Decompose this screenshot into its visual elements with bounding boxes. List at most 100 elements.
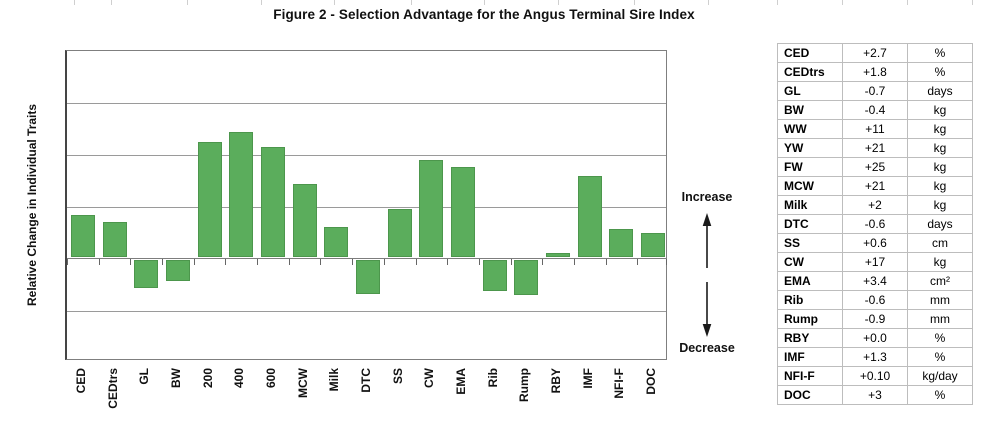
bar-NFI-F bbox=[609, 228, 634, 257]
x-tick-label-DOC: DOC bbox=[644, 368, 659, 395]
trait-cell: MCW bbox=[777, 176, 843, 196]
unit-cell: kg bbox=[907, 157, 973, 177]
table-row-FW: FW +25 kg bbox=[777, 157, 973, 177]
table-row-SS: SS +0.6 cm bbox=[777, 233, 973, 253]
unit-cell: % bbox=[907, 347, 973, 367]
table-row-Rib: Rib -0.6 mm bbox=[777, 290, 973, 310]
trait-cell: FW bbox=[777, 157, 843, 177]
bar-Milk bbox=[324, 227, 349, 257]
x-tick-label-Rib: Rib bbox=[485, 368, 500, 388]
value-cell: -0.7 bbox=[842, 81, 908, 101]
value-cell: +3 bbox=[842, 385, 908, 405]
table-row-YW: YW +21 kg bbox=[777, 138, 973, 158]
ruler-tick bbox=[74, 0, 75, 5]
x-tick-label-EMA: EMA bbox=[454, 368, 469, 395]
trait-cell: DOC bbox=[777, 385, 843, 405]
unit-cell: mm bbox=[907, 290, 973, 310]
zero-baseline bbox=[67, 258, 666, 259]
trait-cell: CW bbox=[777, 252, 843, 272]
x-tick-label-200: 200 bbox=[200, 368, 215, 389]
bar-CW bbox=[419, 159, 444, 257]
x-tick-label-Milk: Milk bbox=[327, 368, 342, 392]
unit-cell: cm² bbox=[907, 271, 973, 291]
bar-BW bbox=[165, 260, 190, 281]
table-row-CEDtrs: CEDtrs +1.8% bbox=[777, 62, 973, 82]
x-tick-label-NFI-F: NFI-F bbox=[612, 368, 627, 399]
unit-cell: kg bbox=[907, 119, 973, 139]
zero-axis-tick bbox=[162, 259, 164, 265]
trait-cell: Rump bbox=[777, 309, 843, 329]
decrease-annotation: Decrease bbox=[679, 341, 735, 355]
bar-IMF bbox=[577, 175, 602, 257]
value-cell: +1.3 bbox=[842, 347, 908, 367]
bar-EMA bbox=[451, 167, 476, 257]
ruler-tick bbox=[411, 0, 412, 5]
zero-axis-tick bbox=[257, 259, 259, 265]
x-tick-label-600: 600 bbox=[263, 368, 278, 389]
value-cell: +17 bbox=[842, 252, 908, 272]
x-tick-label-CEDtrs: CEDtrs bbox=[105, 368, 120, 409]
x-tick-label-BW: BW bbox=[168, 368, 183, 388]
gridline bbox=[67, 155, 666, 156]
value-cell: +0.10 bbox=[842, 366, 908, 386]
zero-axis-tick bbox=[98, 259, 100, 265]
x-tick-label-400: 400 bbox=[232, 368, 247, 389]
ruler-tick bbox=[972, 0, 973, 5]
value-cell: +25 bbox=[842, 157, 908, 177]
zero-axis-tick bbox=[320, 259, 322, 265]
value-cell: +11 bbox=[842, 119, 908, 139]
unit-cell: % bbox=[907, 385, 973, 405]
bar-CED bbox=[70, 215, 95, 257]
trait-cell: DTC bbox=[777, 214, 843, 234]
ruler-tick bbox=[708, 0, 709, 5]
zero-axis-tick bbox=[383, 259, 385, 265]
unit-cell: kg bbox=[907, 176, 973, 196]
unit-cell: % bbox=[907, 43, 973, 63]
x-tick-label-CW: CW bbox=[422, 368, 437, 388]
table-row-CED: CED +2.7% bbox=[777, 43, 973, 63]
zero-axis-tick bbox=[666, 259, 667, 265]
unit-cell: kg bbox=[907, 100, 973, 120]
value-cell: -0.9 bbox=[842, 309, 908, 329]
zero-axis-tick bbox=[573, 259, 575, 265]
ruler-tick bbox=[334, 0, 335, 5]
zero-axis-tick bbox=[605, 259, 607, 265]
value-cell: +21 bbox=[842, 176, 908, 196]
trait-cell: RBY bbox=[777, 328, 843, 348]
trait-cell: Milk bbox=[777, 195, 843, 215]
bar-CEDtrs bbox=[102, 222, 127, 257]
unit-cell: cm bbox=[907, 233, 973, 253]
table-row-DTC: DTC -0.6 days bbox=[777, 214, 973, 234]
increase-decrease-arrow-icon bbox=[702, 213, 712, 337]
value-cell: +1.8 bbox=[842, 62, 908, 82]
zero-axis-tick bbox=[510, 259, 512, 265]
unit-cell: kg bbox=[907, 138, 973, 158]
ruler-tick bbox=[558, 0, 559, 5]
trait-cell: IMF bbox=[777, 347, 843, 367]
table-row-BW: BW -0.4 kg bbox=[777, 100, 973, 120]
unit-cell: % bbox=[907, 328, 973, 348]
value-cell: +21 bbox=[842, 138, 908, 158]
value-cell: +2 bbox=[842, 195, 908, 215]
ruler-tick bbox=[842, 0, 843, 5]
x-tick-label-DTC: DTC bbox=[359, 368, 373, 393]
zero-axis-tick bbox=[288, 259, 290, 265]
bar-600 bbox=[260, 146, 285, 257]
x-tick-label-GL: GL bbox=[137, 368, 152, 385]
x-tick-label-MCW: MCW bbox=[295, 368, 310, 398]
zero-axis-tick bbox=[637, 259, 639, 265]
trait-cell: SS bbox=[777, 233, 843, 253]
ruler-tick bbox=[907, 0, 908, 5]
trait-cell: EMA bbox=[777, 271, 843, 291]
bar-MCW bbox=[292, 184, 317, 257]
figure-title: Figure 2 - Selection Advantage for the A… bbox=[273, 7, 695, 22]
table-row-Milk: Milk +2 kg bbox=[777, 195, 973, 215]
bar-Rump bbox=[514, 260, 539, 296]
value-cell: -0.6 bbox=[842, 214, 908, 234]
unit-cell: % bbox=[907, 62, 973, 82]
trait-cell: WW bbox=[777, 119, 843, 139]
ruler-tick bbox=[777, 0, 778, 5]
zero-axis-tick bbox=[225, 259, 227, 265]
zero-axis-tick bbox=[193, 259, 195, 265]
ruler-tick bbox=[187, 0, 188, 5]
